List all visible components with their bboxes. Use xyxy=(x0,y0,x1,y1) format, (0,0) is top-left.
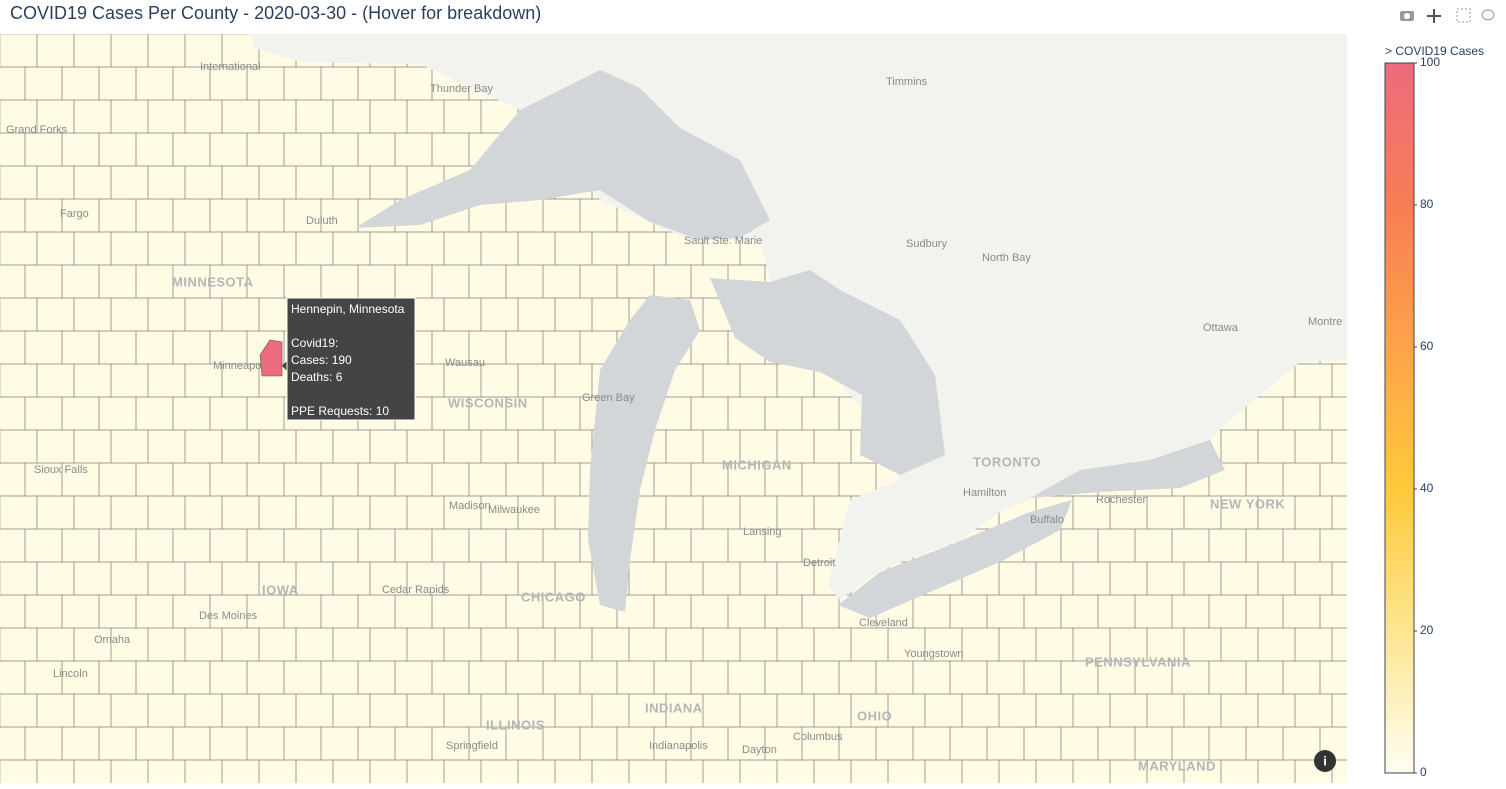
place-label: Green Bay xyxy=(582,392,635,404)
pan-button[interactable] xyxy=(1427,9,1441,23)
county xyxy=(1331,363,1347,398)
place-label: Fargo xyxy=(60,208,89,220)
camera-button[interactable] xyxy=(1400,11,1414,21)
place-label: Timmins xyxy=(886,76,928,88)
colorbar-gradient xyxy=(1384,62,1415,774)
select-button[interactable] xyxy=(1456,8,1471,23)
place-label: Lansing xyxy=(743,526,782,538)
lasso-button[interactable] xyxy=(1481,9,1495,21)
tooltip-ppe: PPE Requests: 10 xyxy=(291,404,389,418)
place-label: Ottawa xyxy=(1203,322,1239,334)
state-label: INDIANA xyxy=(645,700,703,715)
place-label: Sudbury xyxy=(906,238,947,250)
lakes xyxy=(355,70,1225,618)
place-label: Sault Ste. Marie xyxy=(684,235,762,247)
place-label: Duluth xyxy=(306,215,338,227)
state-label: NEW YORK xyxy=(1210,496,1285,511)
tooltip-section: Covid19: xyxy=(291,336,338,350)
place-label: Madison xyxy=(449,500,491,512)
place-label: Minneapolis xyxy=(213,360,272,372)
county xyxy=(1331,429,1347,464)
colorbar-tick-label: 60 xyxy=(1420,339,1434,353)
state-label: OHIO xyxy=(857,708,892,723)
place-label: Indianapolis xyxy=(649,740,708,752)
place-label: Dayton xyxy=(742,744,777,756)
county xyxy=(1331,759,1347,783)
place-label: Cleveland xyxy=(859,617,908,629)
info-button[interactable] xyxy=(1314,750,1336,772)
state-label: IOWA xyxy=(262,582,299,597)
state-label: WISCONSIN xyxy=(448,395,528,410)
county xyxy=(1331,495,1347,530)
state-label: MARYLAND xyxy=(1138,758,1216,773)
info-icon: i xyxy=(1323,753,1327,768)
place-label: Hamilton xyxy=(963,487,1006,499)
state-label: CHICAGO xyxy=(521,589,586,604)
label: Deaths: xyxy=(291,370,332,384)
place-label: Lincoln xyxy=(53,668,88,680)
county xyxy=(1331,561,1347,596)
place-label: Omaha xyxy=(94,634,131,646)
chart-title: COVID19 Cases Per County - 2020-03-30 - … xyxy=(10,3,542,23)
place-label: Detroit xyxy=(803,557,835,569)
tooltip-cases: Cases: 190 xyxy=(291,353,352,367)
label: PPE Requests: xyxy=(291,404,372,418)
county xyxy=(1331,627,1347,662)
place-label: Milwaukee xyxy=(488,504,540,516)
place-label: International xyxy=(200,61,261,73)
value: 190 xyxy=(332,353,352,367)
place-label: Rochester xyxy=(1096,494,1146,506)
place-label: Montre xyxy=(1308,316,1342,328)
place-label: Grand Forks xyxy=(6,124,68,136)
county-hennepin xyxy=(259,339,283,377)
place-label: Youngstown xyxy=(904,648,964,660)
value: 10 xyxy=(376,404,390,418)
colorbar-tick-label: 100 xyxy=(1420,55,1440,69)
place-label: Buffalo xyxy=(1030,514,1064,526)
tooltip-deaths: Deaths: 6 xyxy=(291,370,343,384)
county xyxy=(1331,693,1347,728)
place-label: Wausau xyxy=(445,357,485,369)
colorbar-title: > COVID19 Cases xyxy=(1385,44,1484,58)
map: International Thunder Bay Timmins Grand For… xyxy=(0,34,1347,783)
colorbar-tick-label: 20 xyxy=(1420,623,1434,637)
colorbar: > COVID19 Cases 0 20 40 60 80 100 xyxy=(1384,44,1484,779)
place-label: Thunder Bay xyxy=(430,83,493,95)
colorbar-tick-label: 40 xyxy=(1420,481,1434,495)
state-label: MICHIGAN xyxy=(722,457,792,472)
place-label: Des Moines xyxy=(199,610,258,622)
tooltip-county: Hennepin, Minnesota xyxy=(291,302,405,316)
place-label: North Bay xyxy=(982,252,1031,264)
label: Cases: xyxy=(291,353,328,367)
state-label: PENNSYLVANIA xyxy=(1085,654,1191,669)
place-label: Cedar Rapids xyxy=(382,584,450,596)
state-label: TORONTO xyxy=(973,454,1041,469)
place-label: Columbus xyxy=(793,731,843,743)
place-label: Sioux Falls xyxy=(34,464,88,476)
colorbar-tick-label: 0 xyxy=(1420,765,1427,779)
colorbar-tick-label: 80 xyxy=(1420,197,1434,211)
place-label: Springfield xyxy=(446,740,498,752)
tooltip: Hennepin, Minnesota Covid19: Cases: 190 … xyxy=(282,297,416,421)
state-label: ILLINOIS xyxy=(486,717,545,732)
value: 6 xyxy=(336,370,343,384)
state-label: MINNESOTA xyxy=(172,274,254,289)
toolbar xyxy=(1400,8,1495,23)
